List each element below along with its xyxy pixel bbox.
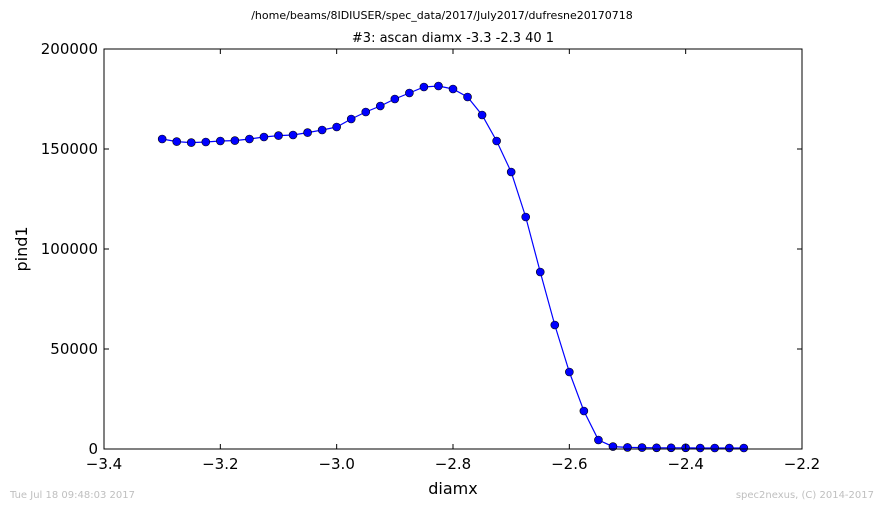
data-point xyxy=(186,138,196,147)
data-point xyxy=(157,134,167,144)
x-tick-label: −3.2 xyxy=(202,455,238,473)
data-point xyxy=(216,136,225,146)
y-tick-label: 0 xyxy=(88,440,98,458)
data-point xyxy=(724,443,734,453)
data-point xyxy=(579,406,589,416)
data-point xyxy=(623,443,632,452)
data-point xyxy=(405,88,414,98)
data-point xyxy=(565,367,574,377)
y-axis-label: pind1 xyxy=(12,226,31,271)
data-point xyxy=(550,320,560,330)
x-axis-label: diamx xyxy=(428,479,477,498)
data-point xyxy=(332,122,341,132)
data-point xyxy=(652,443,661,453)
data-point xyxy=(492,136,501,146)
data-point xyxy=(346,114,356,124)
data-point xyxy=(463,92,472,102)
data-point xyxy=(521,212,531,222)
data-point xyxy=(448,84,458,94)
y-tick-label: 150000 xyxy=(41,140,98,158)
data-point xyxy=(303,128,312,137)
data-point xyxy=(288,130,298,140)
data-point xyxy=(710,443,720,453)
data-point xyxy=(375,101,385,111)
timestamp-footer: Tue Jul 18 09:48:03 2017 xyxy=(9,490,135,501)
axes-frame xyxy=(103,48,803,450)
data-point xyxy=(637,443,647,452)
data-point xyxy=(434,81,443,91)
x-tick-label: −2.4 xyxy=(667,455,703,473)
chart-title: #3: ascan diamx -3.3 -2.3 40 1 xyxy=(352,31,554,46)
data-point xyxy=(739,443,749,453)
x-tick-label: −2.8 xyxy=(435,455,471,473)
y-tick-label: 50000 xyxy=(50,340,98,358)
ticks-layer: −3.4 −3.2 −3.0 −2.8 −2.6 −2.4 −2.2 0 50000 100000… xyxy=(41,40,820,473)
x-tick-label: −2.2 xyxy=(784,455,820,473)
data-point xyxy=(361,107,371,117)
series-layer xyxy=(157,81,749,453)
data-point xyxy=(477,110,487,120)
figure-suptitle: /home/beams/8IDIUSER/spec_data/2017/July… xyxy=(251,9,633,22)
data-point xyxy=(666,443,676,453)
data-point xyxy=(594,435,603,445)
data-point xyxy=(419,82,429,92)
x-tick-label: −3.0 xyxy=(318,455,354,473)
data-point xyxy=(535,267,545,277)
data-point xyxy=(230,136,240,145)
y-tick-label: 200000 xyxy=(41,40,98,58)
y-tick-label: 100000 xyxy=(41,240,98,258)
data-point xyxy=(172,137,182,146)
data-point xyxy=(259,132,269,142)
data-point xyxy=(245,134,254,144)
data-point xyxy=(274,131,283,140)
data-point xyxy=(695,443,705,453)
data-point xyxy=(317,125,327,135)
data-point xyxy=(390,94,400,104)
credit-footer: spec2nexus, (C) 2014-2017 xyxy=(736,490,874,501)
x-tick-label: −2.6 xyxy=(551,455,587,473)
data-point xyxy=(506,167,516,177)
x-tick-label: −3.4 xyxy=(86,455,122,473)
data-point xyxy=(201,137,211,147)
